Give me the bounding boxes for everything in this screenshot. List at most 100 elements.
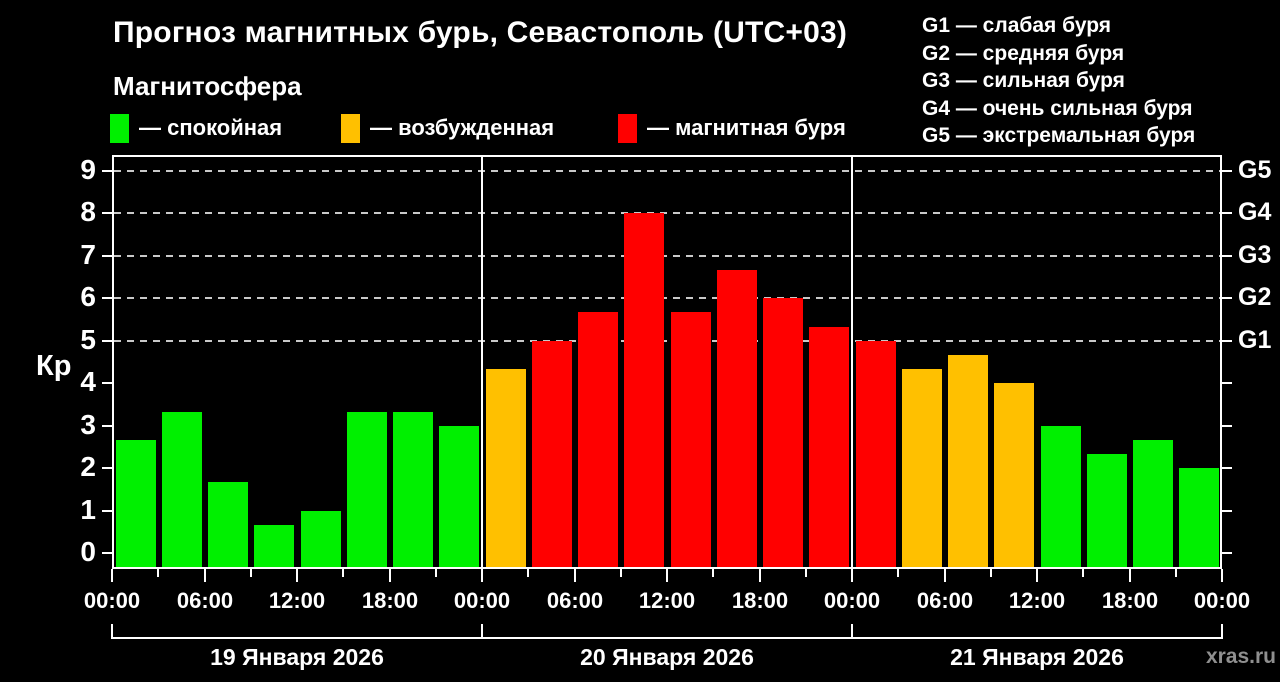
kp-bar-day1-3: [208, 482, 248, 567]
active-color-swatch: [341, 113, 360, 143]
x-tick-12: [666, 569, 668, 582]
x-tick-2: [204, 569, 206, 582]
kp-bar-day1-4: [254, 525, 294, 567]
time-label-6: 12:00: [638, 588, 696, 613]
date-bracket-tick-1: [481, 624, 483, 639]
kp-bar-day3-4: [994, 383, 1034, 567]
gridline-kp5: [114, 340, 1220, 342]
x-tick-24: [1221, 569, 1223, 582]
right-tick-kp8: [1222, 212, 1232, 214]
x-tick-5: [342, 569, 344, 577]
date-bracket-tick-3: [1221, 624, 1223, 639]
y-tick-label-7: 7: [80, 239, 96, 270]
right-tick-kp1: [1222, 510, 1232, 512]
x-tick-13: [712, 569, 714, 577]
time-label-4: 00:00: [453, 588, 511, 613]
quiet-color-swatch: [110, 113, 129, 143]
x-tick-17: [897, 569, 899, 577]
legend-label-storm: — магнитная буря: [647, 115, 846, 140]
time-label-10: 12:00: [1008, 588, 1066, 613]
time-label-7: 18:00: [731, 588, 789, 613]
kp-bar-day2-2: [532, 341, 572, 567]
y-tick-1: [102, 510, 112, 512]
x-tick-16: [851, 569, 853, 582]
kp-bar-day3-5: [1041, 426, 1081, 567]
date-bracket-line: [112, 637, 1222, 639]
g-level-label-g1: G1: [1238, 326, 1272, 354]
legend-label-active: — возбужденная: [370, 115, 555, 140]
kp-bar-day3-6: [1087, 454, 1127, 567]
time-label-5: 06:00: [546, 588, 604, 613]
storm-scale-g2: G2 — средняя буря: [922, 41, 1125, 65]
x-tick-8: [481, 569, 483, 582]
x-tick-0: [111, 569, 113, 582]
kp-bar-day3-8: [1179, 468, 1219, 567]
g-level-label-g4: G4: [1238, 198, 1272, 226]
time-label-11: 18:00: [1101, 588, 1159, 613]
right-tick-kp0: [1222, 552, 1232, 554]
x-tick-20: [1036, 569, 1038, 582]
time-label-9: 06:00: [916, 588, 974, 613]
right-tick-kp3: [1222, 425, 1232, 427]
time-label-2: 12:00: [268, 588, 326, 613]
kp-bar-day2-1: [486, 369, 526, 567]
kp-bar-day1-8: [439, 426, 479, 567]
gridline-kp7: [114, 255, 1220, 257]
y-tick-7: [102, 255, 112, 257]
right-tick-kp5: [1222, 340, 1232, 342]
y-tick-label-9: 9: [80, 154, 96, 185]
kp-bar-day1-2: [162, 412, 202, 567]
x-tick-7: [435, 569, 437, 577]
kp-bar-day2-4: [624, 213, 664, 567]
y-tick-label-6: 6: [80, 281, 96, 312]
x-tick-4: [296, 569, 298, 582]
watermark: xras.ru: [1205, 645, 1276, 668]
y-tick-label-4: 4: [80, 366, 96, 397]
x-tick-23: [1175, 569, 1177, 577]
x-tick-9: [527, 569, 529, 577]
x-tick-14: [759, 569, 761, 582]
y-tick-label-5: 5: [80, 324, 96, 355]
y-tick-3: [102, 425, 112, 427]
y-tick-0: [102, 552, 112, 554]
kp-bar-day2-5: [671, 312, 711, 567]
kp-bar-day2-3: [578, 312, 618, 567]
x-tick-1: [157, 569, 159, 577]
kp-bar-day1-7: [393, 412, 433, 567]
day-separator-1: [481, 155, 483, 569]
date-bracket-tick-2: [851, 624, 853, 639]
g-level-label-g3: G3: [1238, 241, 1272, 269]
y-tick-label-3: 3: [80, 409, 96, 440]
legend-item-storm: — магнитная буря: [618, 112, 846, 144]
y-tick-label-1: 1: [80, 494, 96, 525]
y-tick-4: [102, 382, 112, 384]
kp-bar-day1-6: [347, 412, 387, 567]
time-label-12: 00:00: [1193, 588, 1251, 613]
kp-bar-day2-8: [809, 327, 849, 567]
y-tick-2: [102, 467, 112, 469]
gridline-kp9: [114, 170, 1220, 172]
right-tick-kp4: [1222, 382, 1232, 384]
x-tick-22: [1129, 569, 1131, 582]
time-label-3: 18:00: [361, 588, 419, 613]
right-tick-kp7: [1222, 255, 1232, 257]
y-tick-8: [102, 212, 112, 214]
kp-bar-day3-2: [902, 369, 942, 567]
right-tick-kp9: [1222, 170, 1232, 172]
x-tick-21: [1082, 569, 1084, 577]
magnetosphere-label: Магнитосфера: [113, 71, 302, 101]
legend-label-quiet: — спокойная: [139, 115, 283, 140]
storm-scale-g4: G4 — очень сильная буря: [922, 96, 1193, 120]
date-label-day1: 19 Января 2026: [210, 644, 384, 670]
gridline-kp8: [114, 212, 1220, 214]
kp-bar-day2-6: [717, 270, 757, 567]
y-tick-label-0: 0: [80, 536, 96, 567]
day-separator-2: [851, 155, 853, 569]
kp-bar-day2-7: [763, 298, 803, 567]
y-tick-9: [102, 170, 112, 172]
right-tick-kp2: [1222, 467, 1232, 469]
y-tick-6: [102, 297, 112, 299]
storm-color-swatch: [618, 113, 637, 143]
date-bracket-tick-0: [111, 624, 113, 639]
legend-item-quiet: — спокойная: [110, 112, 282, 144]
